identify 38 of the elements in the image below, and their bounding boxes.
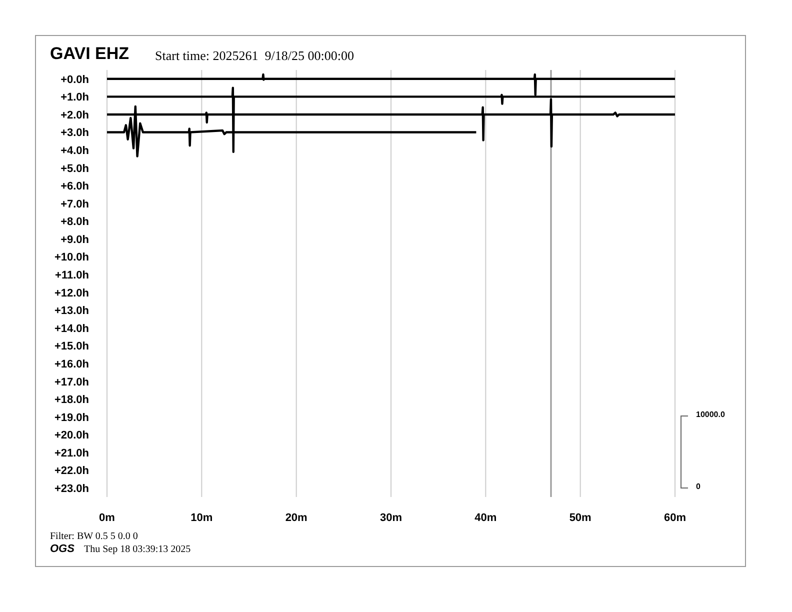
y-tick-label: +7.0h [60, 198, 90, 210]
text: Filter: BW 0.5 5 0.0 0 [50, 531, 138, 542]
y-tick-label: +4.0h [60, 144, 90, 157]
y-tick-label: +9.0h [60, 234, 90, 246]
text: 0 [696, 482, 700, 491]
y-tick-label: +15.0h [54, 340, 90, 353]
y-tick-label: +10.0h [54, 252, 90, 264]
y-tick-label: +18.0h [54, 394, 90, 406]
y-tick-label: +17.0h [54, 376, 90, 388]
text: Thu Sep 18 03:39:13 2025 [84, 544, 191, 555]
x-tick-label: 0m [99, 512, 116, 524]
y-tick-label: +5.0h [60, 162, 90, 175]
y-tick-label: +20.0h [54, 430, 90, 442]
y-tick-label: +19.0h [54, 412, 90, 424]
x-tick-label: 20m [285, 512, 308, 524]
y-tick-label: +13.0h [54, 305, 90, 318]
x-tick-label: 50m [569, 512, 592, 524]
text: 10000.0 [696, 410, 725, 419]
y-tick-label: +12.0h [54, 287, 90, 300]
y-tick-label: +3.0h [60, 127, 90, 140]
y-tick-label: +21.0h [54, 447, 90, 460]
x-tick-label: 10m [190, 512, 213, 524]
y-tick-label: +2.0h [60, 109, 90, 122]
chart-subtitle: Start time: 2025261 9/18/25 00:00:00 [155, 48, 354, 64]
x-tick-label: 30m [380, 512, 402, 524]
y-tick-label: +6.0h [60, 180, 90, 193]
text: OGS [50, 543, 74, 555]
y-tick-label: +16.0h [54, 358, 90, 370]
y-tick-label: +22.0h [54, 465, 90, 478]
y-tick-label: +23.0h [54, 483, 90, 496]
y-tick-label: +8.0h [60, 216, 90, 228]
chart-title: GAVI EHZ [50, 44, 130, 64]
x-tick-label: 60m [664, 512, 686, 524]
y-tick-label: +11.0h [55, 270, 90, 282]
y-tick-label: +0.0h [60, 74, 90, 86]
y-tick-label: +14.0h [54, 322, 90, 335]
y-tick-label: +1.0h [60, 92, 90, 104]
x-tick-label: 40m [474, 512, 497, 524]
